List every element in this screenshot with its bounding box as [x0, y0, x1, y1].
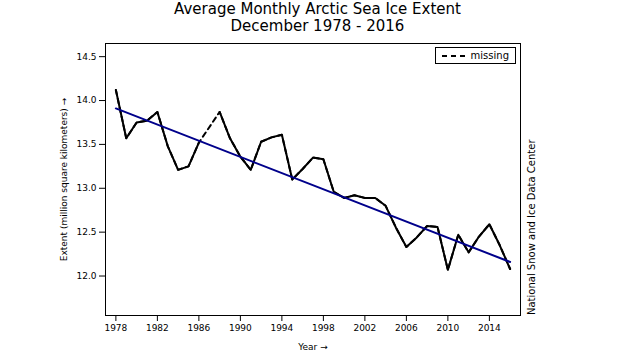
svg-text:1982: 1982 — [146, 323, 169, 333]
html-text:December 1978 - 2016: December 1978 - 2016 — [230, 17, 405, 35]
svg-text:13.0: 13.0 — [76, 183, 96, 193]
svg-text:14.0: 14.0 — [76, 95, 96, 105]
svg-text:2002: 2002 — [353, 323, 376, 333]
html-text:National Snow and Ice Data Cen: National Snow and Ice Data Center — [526, 139, 537, 315]
svg-text:1994: 1994 — [270, 323, 293, 333]
html-text:missing: missing — [470, 50, 509, 61]
svg-text:Year →: Year → — [297, 342, 328, 352]
svg-text:1986: 1986 — [187, 323, 210, 333]
svg-text:2010: 2010 — [436, 323, 459, 333]
svg-text:1978: 1978 — [104, 323, 127, 333]
svg-text:14.5: 14.5 — [76, 52, 96, 62]
svg-text:12.0: 12.0 — [76, 271, 96, 281]
svg-text:13.5: 13.5 — [76, 139, 96, 149]
svg-text:1998: 1998 — [312, 323, 335, 333]
svg-text:2006: 2006 — [395, 323, 418, 333]
html-text:Average Monthly Arctic Sea Ice: Average Monthly Arctic Sea Ice Extent — [174, 0, 461, 18]
svg-text:12.5: 12.5 — [76, 227, 96, 237]
svg-text:2014: 2014 — [478, 323, 501, 333]
svg-text:1990: 1990 — [229, 323, 252, 333]
svg-text:Extent (million square kilomet: Extent (million square kilometers) → — [59, 97, 69, 261]
